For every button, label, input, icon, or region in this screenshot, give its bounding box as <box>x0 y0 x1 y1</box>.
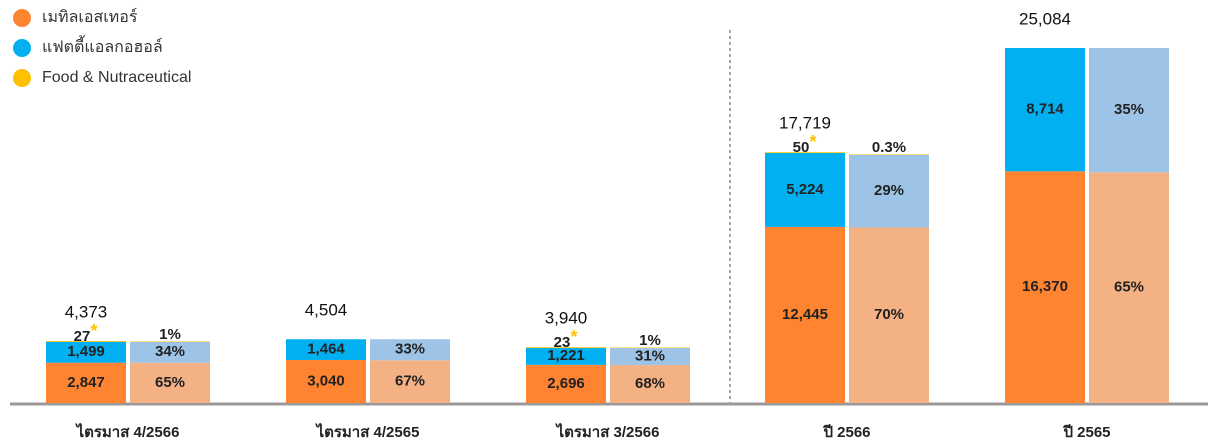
share-segment <box>130 362 210 403</box>
share-label: 29% <box>874 182 904 199</box>
value-label: 8,714 <box>1026 101 1064 118</box>
value-label: 1,221 <box>547 347 585 364</box>
share-segment <box>130 341 210 363</box>
value-label: 2,696 <box>547 375 585 392</box>
legend-swatch <box>13 9 31 27</box>
value-label: 1,464 <box>307 341 345 358</box>
bar-segment <box>526 364 606 403</box>
share-label: 67% <box>395 373 425 390</box>
share-label: 35% <box>1114 101 1144 118</box>
x-tick-label: ไตรมาส 4/2566 <box>75 422 180 441</box>
legend-label: เมทิลเอสเทอร์ <box>42 7 138 26</box>
bar-segment <box>765 152 845 227</box>
share-label: 31% <box>635 347 665 364</box>
share-label: 0.3% <box>872 139 906 156</box>
total-label: 4,373 <box>65 303 108 322</box>
share-label: 34% <box>155 343 185 360</box>
share-segment <box>130 341 210 342</box>
value-label: 2,847 <box>67 374 105 391</box>
bar-segment <box>526 347 606 365</box>
share-label: 68% <box>635 375 665 392</box>
share-segment <box>610 365 690 403</box>
note-marker: * <box>570 327 577 347</box>
legend-label: Food & Nutraceutical <box>42 69 191 86</box>
value-label: 16,370 <box>1022 278 1068 295</box>
share-segment <box>1089 172 1169 403</box>
value-label: 50 <box>793 139 810 156</box>
x-tick-label: ไตรมาส 4/2565 <box>315 422 420 441</box>
share-label: 65% <box>1114 279 1144 296</box>
share-segment <box>610 347 690 366</box>
bar-segment <box>765 226 845 403</box>
note-marker: * <box>809 132 816 152</box>
bar-segment <box>46 341 126 342</box>
note-marker: * <box>90 321 97 341</box>
share-label: 1% <box>639 332 661 349</box>
x-tick-label: ปี 2566 <box>823 424 871 441</box>
share-segment <box>849 154 929 228</box>
total-label: 3,940 <box>545 309 588 328</box>
x-tick-label: ไตรมาส 3/2566 <box>555 422 660 441</box>
bar-segment <box>286 359 366 403</box>
share-segment <box>370 360 450 403</box>
legend-label: แฟตตี้แอลกอฮอล์ <box>42 35 163 56</box>
share-segment <box>1089 48 1169 173</box>
total-label: 17,719 <box>779 114 831 133</box>
share-segment <box>849 153 929 155</box>
share-segment <box>370 339 450 361</box>
value-label: 1,499 <box>67 343 105 360</box>
total-label: 25,084 <box>1019 9 1071 28</box>
value-label: 27 <box>74 328 91 345</box>
value-label: 3,040 <box>307 372 345 389</box>
bar-segment <box>46 362 126 403</box>
share-label: 65% <box>155 374 185 391</box>
bar-segment <box>286 339 366 360</box>
bar-segment <box>526 347 606 349</box>
bar-segment <box>1005 171 1085 403</box>
legend-swatch <box>13 39 31 57</box>
bar-segment <box>1005 48 1085 172</box>
share-segment <box>610 347 690 349</box>
legend-swatch <box>13 69 31 87</box>
share-label: 70% <box>874 306 904 323</box>
value-label: 23 <box>554 334 571 351</box>
bar-segment <box>46 341 126 363</box>
x-tick-label: ปี 2565 <box>1063 424 1111 441</box>
total-label: 4,504 <box>305 301 348 320</box>
share-label: 1% <box>159 326 181 343</box>
bar-segment <box>765 152 845 154</box>
value-label: 12,445 <box>782 306 828 323</box>
value-label: 5,224 <box>786 181 824 198</box>
share-label: 33% <box>395 341 425 358</box>
share-segment <box>849 227 929 403</box>
